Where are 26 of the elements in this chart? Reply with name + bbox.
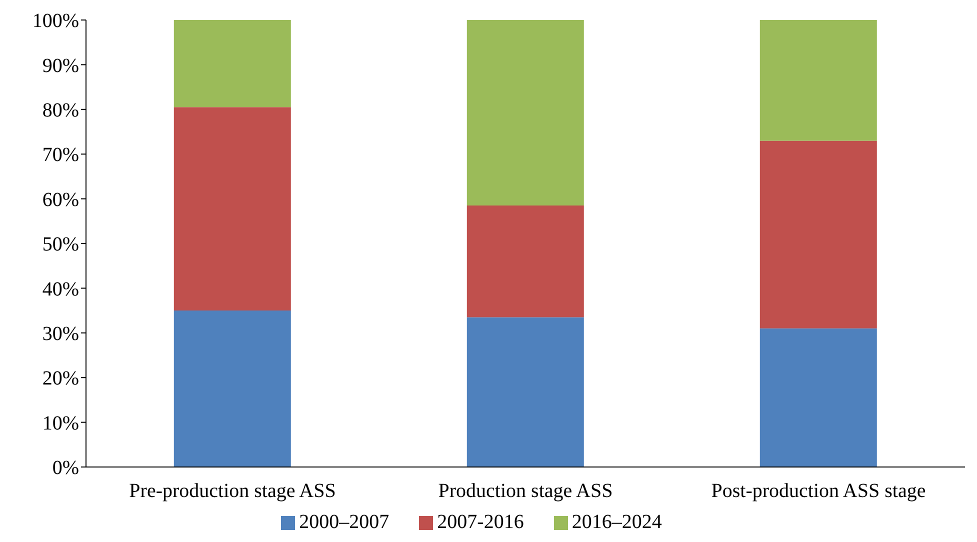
legend-label: 2016–2024 [572, 511, 662, 533]
legend-label: 2000–2007 [299, 511, 390, 533]
bar [466, 20, 584, 206]
x-tick-label: Post-production ASS stage [711, 480, 926, 502]
x-tick-label: Pre-production stage ASS [129, 480, 336, 502]
y-tick-label: 70% [42, 144, 79, 166]
y-tick-label: 10% [42, 412, 79, 434]
bar [466, 317, 584, 467]
bar [760, 140, 877, 328]
bar [174, 107, 291, 311]
y-tick-label: 30% [42, 323, 79, 345]
bar [760, 20, 877, 141]
bar [174, 310, 291, 467]
y-tick-label: 60% [42, 188, 79, 211]
y-tick-label: 100% [32, 10, 79, 32]
y-tick-label: 80% [42, 100, 79, 122]
y-tick-label: 0% [52, 457, 79, 480]
bar [174, 20, 291, 108]
y-tick-label: 20% [42, 368, 79, 390]
x-tick-label: Production stage ASS [438, 480, 613, 502]
y-tick-label: 50% [42, 234, 79, 256]
bar [466, 206, 584, 318]
bar [760, 328, 877, 467]
y-tick-label: 90% [42, 54, 79, 77]
legend-label: 2007-2016 [437, 511, 524, 533]
y-tick-label: 40% [42, 278, 79, 300]
